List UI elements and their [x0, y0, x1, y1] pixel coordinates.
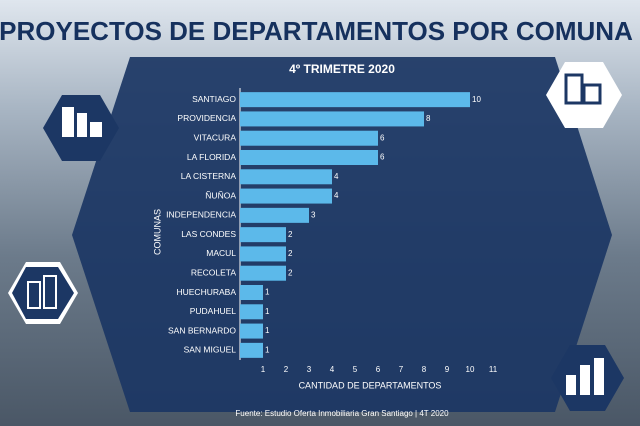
x-tick-label: 9 — [445, 365, 450, 374]
value-label: 2 — [288, 268, 293, 277]
value-label: 3 — [311, 210, 316, 219]
y-tick-label: HUECHURABA — [176, 287, 236, 297]
chart-title: PROYECTOS DE DEPARTAMENTOS POR COMUNA — [0, 16, 633, 46]
chart-subtitle: 4º TRIMETRE 2020 — [289, 62, 395, 76]
value-label: 1 — [265, 326, 270, 335]
bar — [240, 227, 286, 243]
value-label: 8 — [426, 114, 431, 123]
y-tick-label: VITACURA — [194, 132, 237, 142]
y-tick-label: LA CISTERNA — [181, 171, 237, 181]
icon-right-top — [546, 62, 622, 128]
icon-left-top — [43, 95, 119, 161]
value-label: 1 — [265, 288, 270, 297]
value-label: 6 — [380, 153, 385, 162]
bar — [240, 92, 470, 108]
bar — [240, 246, 286, 262]
y-tick-label: SAN MIGUEL — [184, 345, 237, 355]
y-tick-label: LAS CONDES — [181, 229, 236, 239]
x-tick-label: 2 — [284, 365, 289, 374]
x-tick-label: 4 — [330, 365, 335, 374]
value-label: 4 — [334, 191, 339, 200]
value-label: 4 — [334, 172, 339, 181]
bar — [240, 265, 286, 281]
bar — [240, 304, 263, 320]
bar — [240, 169, 332, 185]
x-tick-label: 8 — [422, 365, 427, 374]
bar — [240, 150, 378, 165]
x-tick-label: 5 — [353, 365, 358, 374]
y-tick-label: PROVIDENCIA — [177, 113, 236, 123]
source-note: Fuente: Estudio Oferta Inmobiliaria Gran… — [235, 409, 449, 418]
value-label: 6 — [380, 133, 385, 142]
y-tick-label: RECOLETA — [191, 267, 237, 277]
x-tick-label: 11 — [489, 365, 498, 374]
value-label: 2 — [288, 230, 293, 239]
x-tick-label: 6 — [376, 365, 381, 374]
y-tick-label: ÑUÑOA — [205, 190, 236, 200]
bar — [240, 207, 309, 223]
y-tick-label: LA FLORIDA — [187, 152, 236, 162]
x-tick-label: 3 — [307, 365, 312, 374]
x-axis-label: CANTIDAD DE DEPARTAMENTOS — [299, 380, 442, 390]
icon-left-bottom — [8, 262, 78, 324]
bar — [240, 285, 263, 300]
bar — [240, 188, 332, 204]
value-label: 1 — [265, 307, 270, 316]
hexagon-panel — [72, 57, 612, 412]
y-tick-label: SANTIAGO — [192, 94, 236, 104]
y-tick-label: PUDAHUEL — [190, 306, 237, 316]
y-tick-label: INDEPENDENCIA — [166, 210, 236, 220]
y-tick-label: SAN BERNARDO — [168, 325, 236, 335]
y-axis-label: COMUNAS — [152, 209, 162, 255]
bar — [240, 130, 378, 146]
x-tick-label: 7 — [399, 365, 404, 374]
y-tick-label: MACUL — [206, 248, 236, 258]
value-label: 10 — [472, 95, 481, 104]
x-tick-label: 1 — [261, 365, 266, 374]
bar — [240, 111, 424, 127]
bar — [240, 342, 263, 358]
bar — [240, 323, 263, 339]
icon-right-bottom — [551, 345, 624, 411]
x-tick-label: 10 — [466, 365, 475, 374]
value-label: 2 — [288, 249, 293, 258]
value-label: 1 — [265, 345, 270, 354]
